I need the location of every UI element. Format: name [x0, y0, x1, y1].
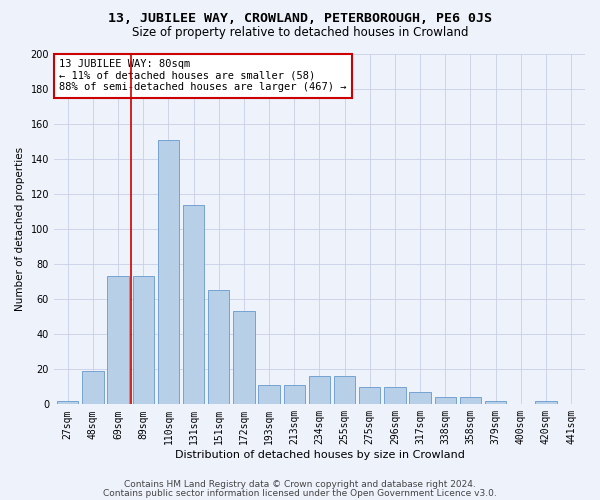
Bar [259, 385, 280, 404]
Bar [158, 140, 179, 404]
Bar [284, 385, 305, 404]
Bar [359, 387, 380, 404]
Bar [57, 401, 79, 404]
Y-axis label: Number of detached properties: Number of detached properties [15, 147, 25, 311]
Bar [460, 398, 481, 404]
Bar [384, 387, 406, 404]
Bar [208, 290, 229, 405]
Bar [434, 398, 456, 404]
Bar [107, 276, 129, 404]
Bar [309, 376, 330, 404]
Text: Contains HM Land Registry data © Crown copyright and database right 2024.: Contains HM Land Registry data © Crown c… [124, 480, 476, 489]
Text: Contains public sector information licensed under the Open Government Licence v3: Contains public sector information licen… [103, 488, 497, 498]
Bar [485, 401, 506, 404]
Bar [82, 371, 104, 404]
Bar [334, 376, 355, 404]
Bar [409, 392, 431, 404]
Text: 13, JUBILEE WAY, CROWLAND, PETERBOROUGH, PE6 0JS: 13, JUBILEE WAY, CROWLAND, PETERBOROUGH,… [108, 12, 492, 26]
Bar [183, 204, 205, 404]
Text: 13 JUBILEE WAY: 80sqm
← 11% of detached houses are smaller (58)
88% of semi-deta: 13 JUBILEE WAY: 80sqm ← 11% of detached … [59, 60, 347, 92]
Bar [133, 276, 154, 404]
Text: Size of property relative to detached houses in Crowland: Size of property relative to detached ho… [132, 26, 468, 39]
Bar [233, 312, 254, 404]
X-axis label: Distribution of detached houses by size in Crowland: Distribution of detached houses by size … [175, 450, 464, 460]
Bar [535, 401, 557, 404]
